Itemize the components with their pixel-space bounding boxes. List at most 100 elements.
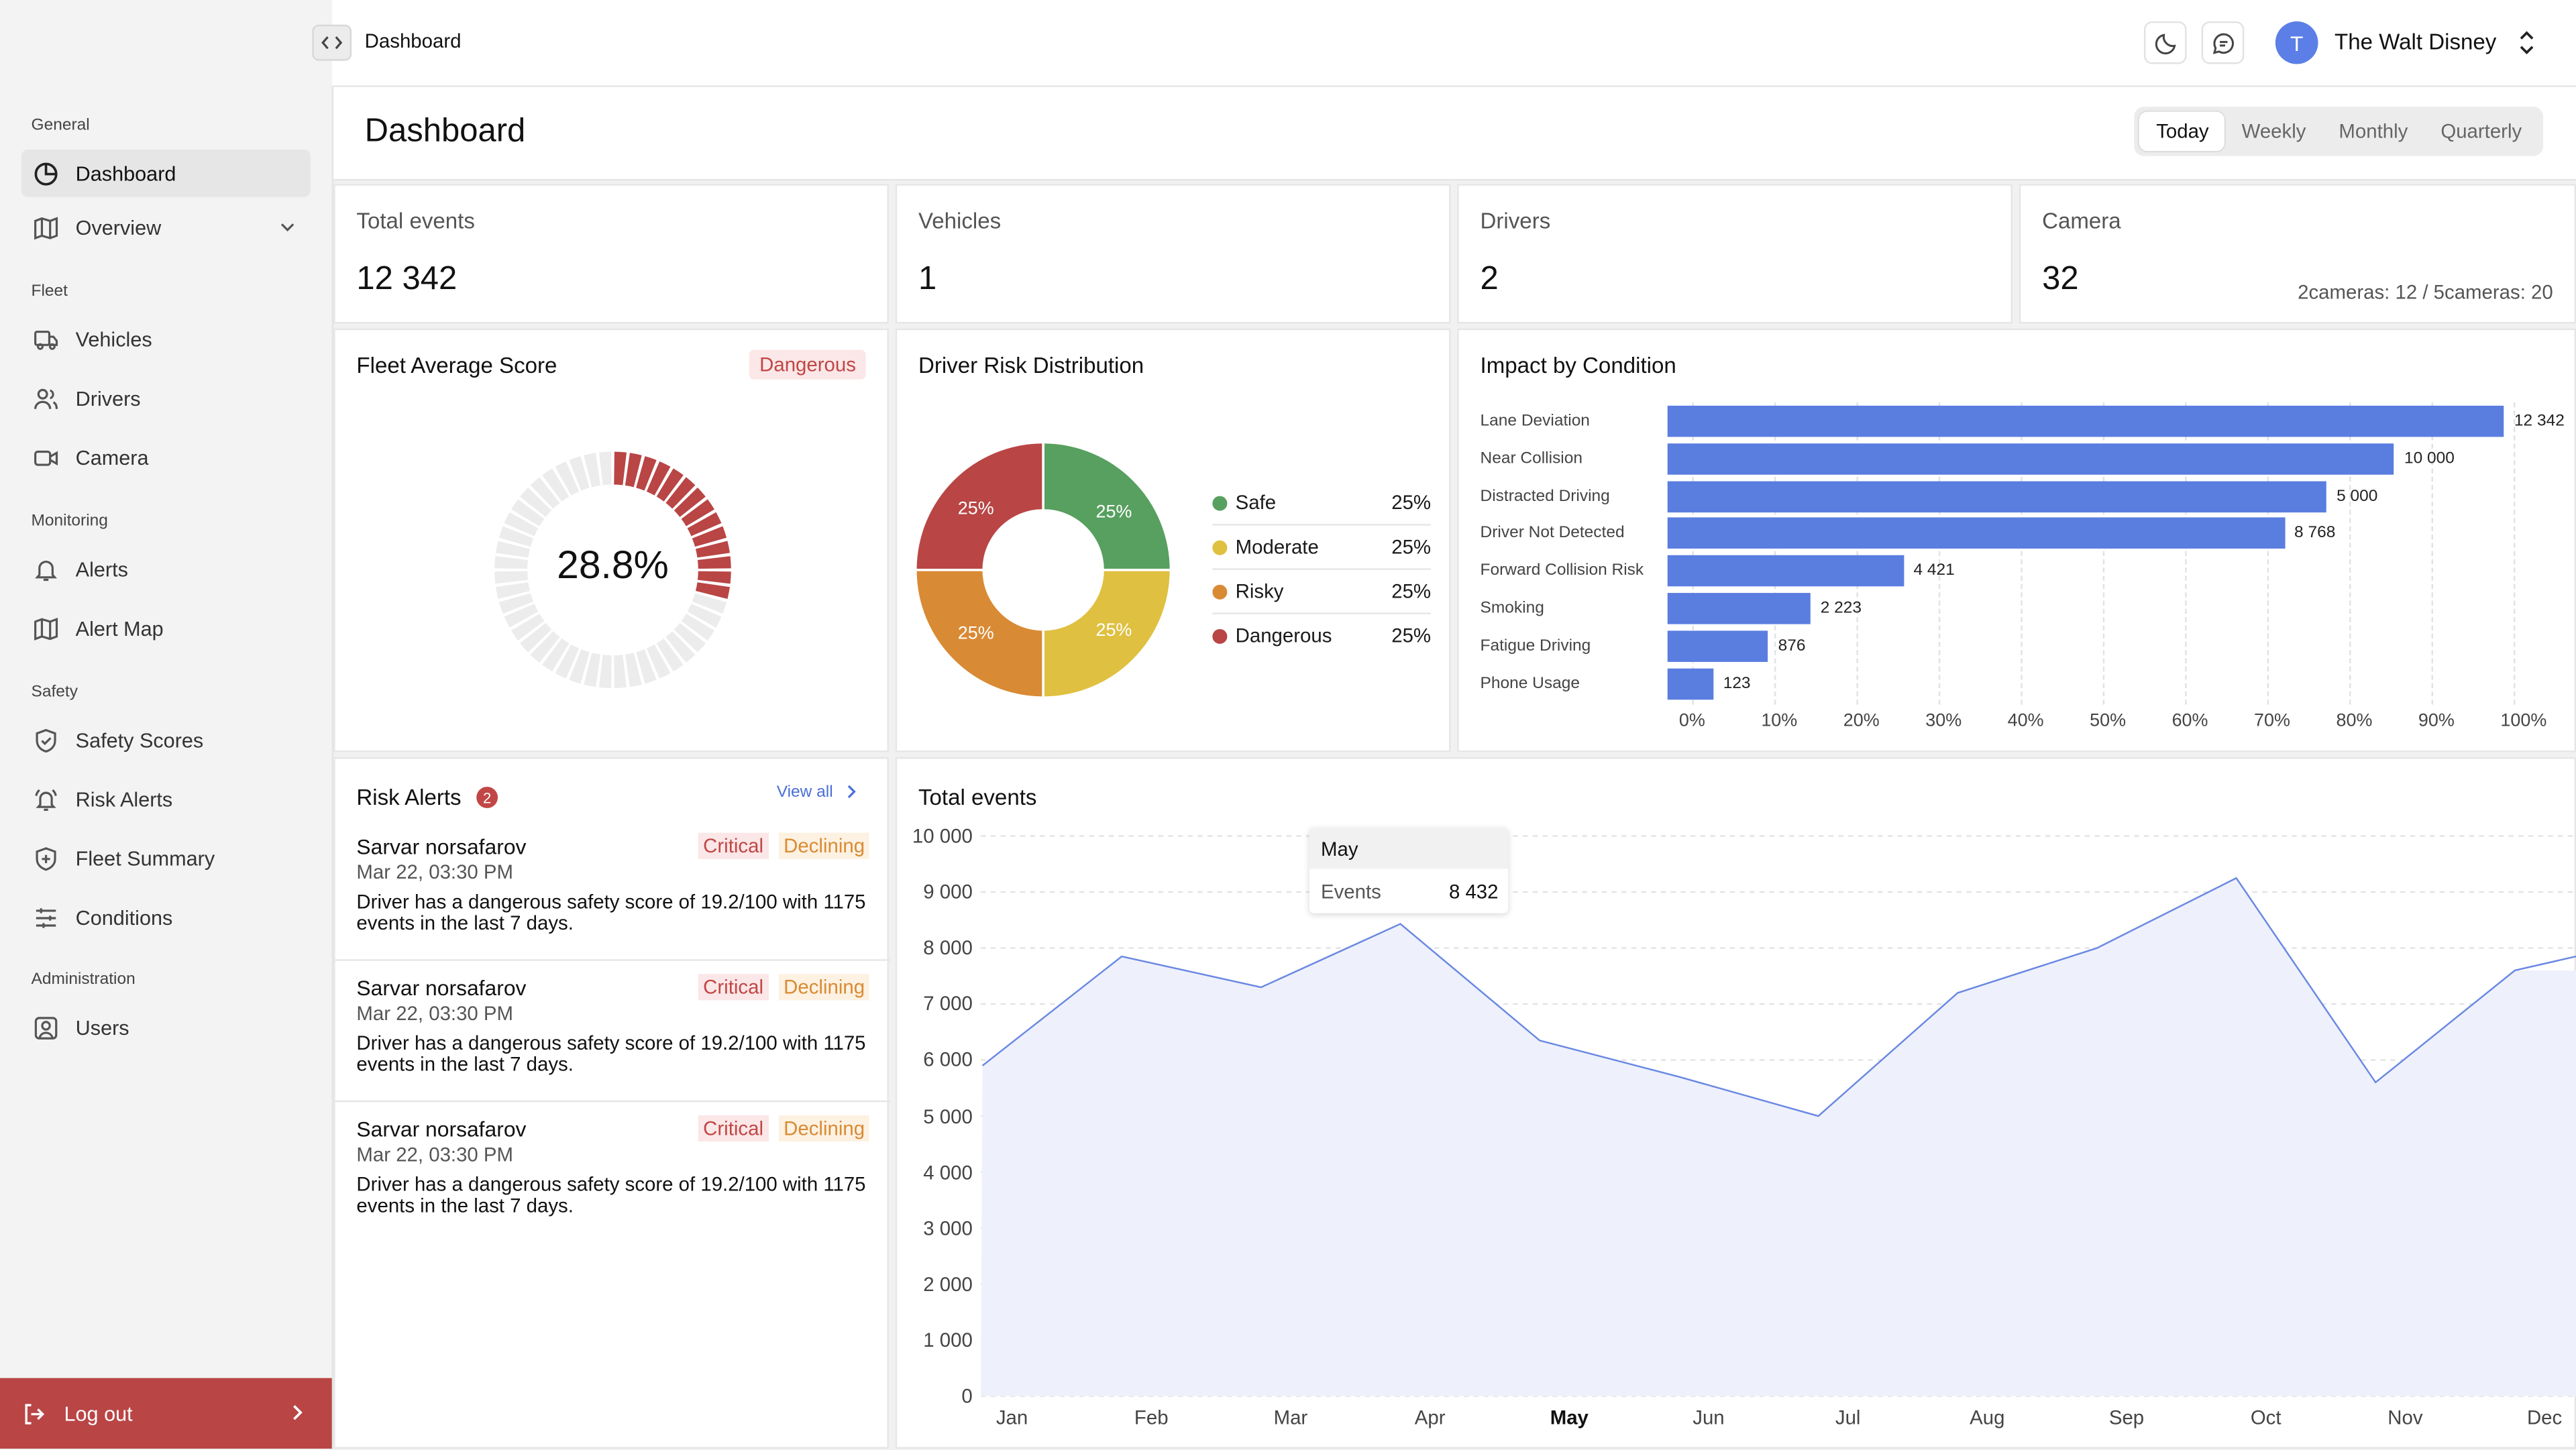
bar[interactable] [1668,481,2327,512]
bar-category-label: Driver Not Detected [1481,524,1625,543]
sidebar-item-label: Drivers [76,387,141,410]
sidebar-item-label: Dashboard [76,162,176,184]
stat-label: Drivers [1481,209,1551,233]
avatar[interactable]: T [2275,21,2318,64]
grid-line [2432,402,2433,705]
sidebar-item-safety-scores[interactable]: Safety Scores [21,716,311,764]
legend-item-dangerous[interactable]: Dangerous 25% [1212,614,1431,657]
sidebar-item-alerts[interactable]: Alerts [21,545,311,593]
page-title: Dashboard [365,113,526,151]
sidebar-item-label: Conditions [76,906,173,929]
sidebar-item-fleet-summary[interactable]: Fleet Summary [21,834,311,882]
x-tick-label: Apr [1397,1406,1463,1429]
logout-label: Log out [64,1402,133,1425]
legend-item-risky[interactable]: Risky 25% [1212,570,1431,614]
grid-line [2514,402,2515,705]
theme-toggle-button[interactable] [2144,21,2187,64]
bar[interactable] [1668,555,1904,587]
x-tick-label: 60% [2172,711,2208,730]
map-icon [33,615,59,641]
period-tab-weekly[interactable]: Weekly [2225,112,2322,152]
bar[interactable] [1668,518,2285,549]
logout-button[interactable]: Log out [0,1378,332,1449]
chevrons-up-down-icon[interactable] [2517,28,2536,58]
sidebar-item-risk-alerts[interactable]: Risk Alerts [21,775,311,823]
x-tick-label: 0% [1679,711,1705,730]
sidebar-group-monitoring: Monitoring [32,512,108,531]
sidebar-item-alert-map[interactable]: Alert Map [21,604,311,652]
period-selector: Today Weekly Monthly Quarterly [2135,107,2543,156]
bar[interactable] [1668,630,1768,662]
x-tick-label: May [1536,1406,1602,1429]
code-icon [321,34,343,50]
stat-card-total-events: Total events 12 342 [333,184,889,323]
moon-icon [2153,30,2178,55]
events-chart-svg [897,759,2576,1450]
bar[interactable] [1668,443,2395,475]
bar-category-label: Lane Deviation [1481,412,1590,431]
bar-value-label: 2 223 [1821,600,1862,618]
x-tick-label: Dec [2512,1406,2576,1429]
trend-badge: Declining [779,1115,870,1141]
chevron-down-icon [278,217,297,236]
bar-category-label: Near Collision [1481,450,1582,468]
sidebar-item-users[interactable]: Users [21,1003,311,1051]
organization-name[interactable]: The Walt Disney [2334,30,2496,54]
trend-badge: Declining [779,974,870,1000]
donut-label-safe: 25% [1095,501,1132,521]
legend-item-moderate[interactable]: Moderate 25% [1212,526,1431,570]
list-item[interactable]: Sarvar norsafarov Critical Declining Mar… [335,959,891,1102]
shield-plus-icon [33,845,59,871]
chart-tooltip: May Events 8 432 [1309,828,1508,913]
donut-label-moderate: 25% [1095,620,1132,640]
sidebar-item-overview[interactable]: Overview [21,204,311,252]
tooltip-key: Events [1321,881,1381,903]
view-all-link[interactable]: View all [777,782,861,801]
stat-label: Camera [2042,209,2121,233]
bar-category-label: Distracted Driving [1481,487,1610,505]
card-title: Risk Alerts [356,785,461,810]
driver-name: Sarvar norsafarov [356,834,526,859]
donut-label-dangerous: 25% [958,498,994,518]
breadcrumb[interactable]: Dashboard [365,30,462,52]
sidebar-item-vehicles[interactable]: Vehicles [21,315,311,363]
score-value: 28.8% [335,544,891,590]
sidebar-toggle-button[interactable] [312,25,352,61]
bar-value-label: 12 342 [2514,412,2565,431]
list-item[interactable]: Sarvar norsafarov Critical Declining Mar… [335,1101,891,1242]
donut-label-risky: 25% [958,623,994,643]
bar[interactable] [1668,593,1811,624]
x-tick-label: Feb [1118,1406,1184,1429]
users-icon [33,385,59,411]
driver-name: Sarvar norsafarov [356,1117,526,1141]
sidebar-item-drivers[interactable]: Drivers [21,374,311,422]
period-tab-monthly[interactable]: Monthly [2322,112,2424,152]
legend-value: 25% [1391,579,1431,602]
bar-category-label: Phone Usage [1481,675,1580,693]
bar[interactable] [1668,668,1713,700]
impact-card: Impact by Condition 0%10%20%30%40%50%60%… [1457,329,2576,752]
alert-date: Mar 22, 03:30 PM [356,1002,513,1025]
x-tick-label: Jun [1676,1406,1741,1429]
list-item[interactable]: Sarvar norsafarov Critical Declining Mar… [335,818,891,961]
period-tab-quarterly[interactable]: Quarterly [2424,112,2538,152]
message-circle-icon [2210,30,2235,55]
messages-button[interactable] [2202,21,2245,64]
bar[interactable] [1668,406,2504,437]
sidebar-item-camera[interactable]: Camera [21,434,311,482]
legend-item-safe[interactable]: Safe 25% [1212,482,1431,526]
view-all-label: View all [777,783,833,801]
x-tick-label: 90% [2418,711,2455,730]
stat-value: 32 [2042,261,2078,298]
sidebar-item-label: Alert Map [76,617,164,640]
sidebar-item-conditions[interactable]: Conditions [21,893,311,941]
period-tab-today[interactable]: Today [2140,112,2225,152]
sidebar-item-label: Users [76,1016,129,1039]
x-tick-label: 40% [2008,711,2044,730]
sidebar-item-label: Safety Scores [76,728,204,751]
map-icon [33,215,59,241]
sidebar-item-dashboard[interactable]: Dashboard [21,150,311,197]
legend-dot [1212,539,1227,554]
alert-message: Driver has a dangerous safety score of 1… [356,1033,875,1076]
